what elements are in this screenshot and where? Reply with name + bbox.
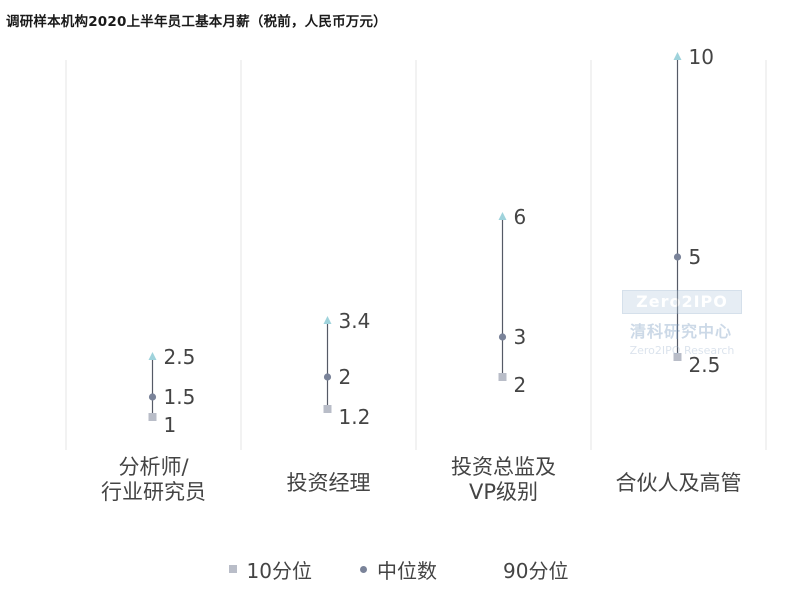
median-value-label: 5 xyxy=(689,245,702,269)
category-label: 投资经理 xyxy=(287,471,371,495)
p90-value-label: 2.5 xyxy=(164,345,196,369)
category-label: 投资总监及 xyxy=(451,455,556,479)
p10-value-label: 2.5 xyxy=(689,353,721,377)
median-marker xyxy=(673,253,682,261)
circle-marker-icon xyxy=(360,565,367,573)
p90-marker xyxy=(673,52,682,60)
square-marker-icon xyxy=(228,565,237,573)
p90-value-label: 6 xyxy=(514,205,527,229)
legend-label: 中位数 xyxy=(377,558,437,583)
p10-value-label: 1.2 xyxy=(339,405,371,429)
p90-value-label: 3.4 xyxy=(339,309,371,333)
legend-label: 10分位 xyxy=(246,558,312,583)
median-value-label: 1.5 xyxy=(164,385,196,409)
p10-marker xyxy=(148,413,157,421)
p10-marker xyxy=(323,405,332,413)
triangle-marker-icon xyxy=(485,565,493,573)
median-marker xyxy=(323,373,332,381)
median-value-label: 3 xyxy=(514,325,527,349)
category-label: 分析师/ xyxy=(118,455,189,479)
chart-title: 调研样本机构2020上半年员工基本月薪（税前，人民币万元） xyxy=(6,14,387,30)
category-label: 行业研究员 xyxy=(101,480,206,504)
legend-label: 90分位 xyxy=(503,558,569,583)
legend: 10分位 中位数 90分位 xyxy=(0,552,797,586)
p90-marker xyxy=(498,212,507,220)
median-marker xyxy=(498,333,507,341)
p90-marker xyxy=(323,316,332,324)
category-label: VP级别 xyxy=(469,480,538,504)
p90-value-label: 10 xyxy=(689,45,714,69)
p10-marker xyxy=(673,353,682,361)
legend-item-p10[interactable]: 10分位 xyxy=(228,555,312,584)
median-marker xyxy=(148,393,157,401)
p10-value-label: 1 xyxy=(164,413,177,437)
p10-marker xyxy=(498,373,507,381)
legend-item-median[interactable]: 中位数 xyxy=(360,555,437,584)
median-value-label: 2 xyxy=(339,365,352,389)
category-label: 合伙人及高管 xyxy=(616,471,742,495)
legend-item-p90[interactable]: 90分位 xyxy=(485,555,568,584)
p10-value-label: 2 xyxy=(514,373,527,397)
p90-marker xyxy=(148,352,157,360)
